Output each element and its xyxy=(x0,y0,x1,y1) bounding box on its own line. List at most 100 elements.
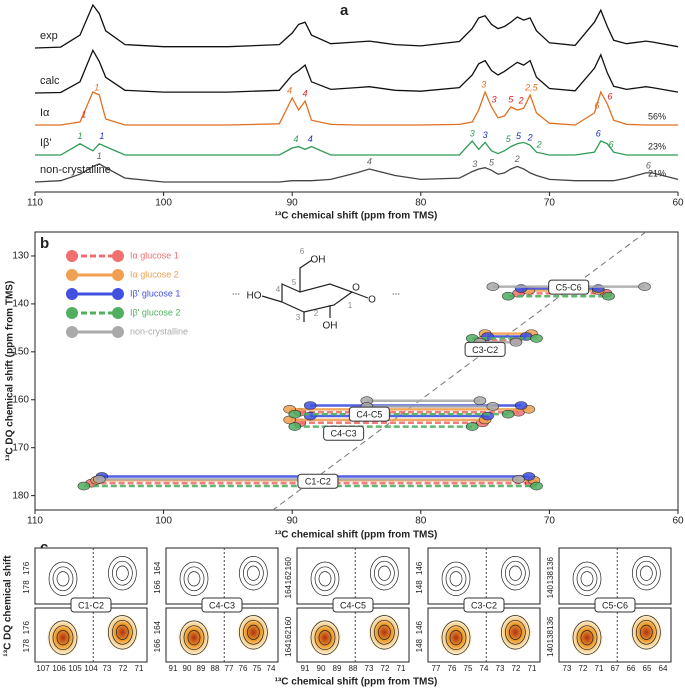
contour xyxy=(572,620,602,655)
peak-label: 6 xyxy=(594,100,599,110)
intensity-blob xyxy=(499,614,532,651)
subplot-frame xyxy=(165,547,279,605)
cross-peak xyxy=(509,337,523,347)
contour xyxy=(314,566,336,592)
share-label: 56% xyxy=(648,111,666,121)
contour xyxy=(187,571,201,587)
cross-peak xyxy=(501,291,515,301)
x-tick-label: 88 xyxy=(349,664,358,673)
y-tick-label: 160 xyxy=(284,616,293,630)
contour xyxy=(378,565,391,581)
glucose-structure xyxy=(261,259,369,322)
y-tick-label: 164 xyxy=(153,561,162,575)
legend-dot xyxy=(66,326,78,338)
structure-label: 4 xyxy=(276,285,281,294)
label-box xyxy=(70,597,112,613)
subplot-frame xyxy=(296,547,410,605)
spectrum-line xyxy=(34,48,679,94)
y-tick-label: 176 xyxy=(22,561,31,575)
y-tick-label: 178 xyxy=(22,638,31,652)
intensity-blob xyxy=(309,619,341,656)
cross-peak xyxy=(530,481,543,491)
x-axis-title: ¹³C chemical shift (ppm from TMS) xyxy=(275,677,438,688)
contour xyxy=(501,556,530,591)
cross-peak xyxy=(638,282,651,291)
y-tick-label: 130 xyxy=(12,251,29,262)
intensity-blob xyxy=(106,614,139,651)
x-tick-label: 76 xyxy=(239,664,248,673)
contour xyxy=(576,566,598,592)
contour xyxy=(56,571,70,587)
plot-frame xyxy=(34,231,679,511)
legend-dot xyxy=(112,288,124,300)
contour xyxy=(632,615,661,650)
contour xyxy=(108,615,137,650)
cross-peak xyxy=(465,422,479,431)
structure-label: 2 xyxy=(314,309,319,318)
legend-label: Iβ' glucose 1 xyxy=(130,288,180,298)
cross-peak xyxy=(514,401,528,410)
contour xyxy=(640,624,653,640)
contour xyxy=(183,566,205,592)
correlation-label: C5-C6 xyxy=(556,282,582,292)
contour xyxy=(318,571,332,587)
cross-peak xyxy=(486,402,500,411)
label-box xyxy=(348,406,390,422)
x-tick-label: 76 xyxy=(448,664,457,673)
structure-label: OH xyxy=(311,255,326,266)
y-tick-label: 162 xyxy=(284,629,293,643)
label-box xyxy=(594,597,636,613)
peak-label: 3 xyxy=(472,159,477,169)
legend-dot xyxy=(66,250,78,262)
peak-label: 2 xyxy=(527,133,533,143)
x-tick-label: 64 xyxy=(659,664,668,673)
x-tick-label: 89 xyxy=(333,664,342,673)
y-tick-label: 146 xyxy=(415,561,424,575)
x-tick-label: 80 xyxy=(415,516,427,527)
contour xyxy=(116,565,129,581)
contour xyxy=(247,624,260,640)
peak-label: 5 xyxy=(516,131,522,141)
y-axis-title: ¹³C DQ chemical shift (ppm from TMS) xyxy=(5,281,16,462)
y-tick-label: 150 xyxy=(12,346,29,357)
intensity-blob xyxy=(368,614,401,651)
series-label: exp xyxy=(40,30,58,42)
structure-label: O xyxy=(352,283,360,294)
contour xyxy=(580,571,594,587)
contour xyxy=(501,615,530,650)
spectrum-line xyxy=(34,163,679,183)
x-tick-label: 70 xyxy=(544,198,556,209)
x-tick-label: 65 xyxy=(643,664,652,673)
contour xyxy=(239,615,268,650)
peak-label: 5 xyxy=(489,158,495,168)
contour xyxy=(314,625,336,651)
share-label: 23% xyxy=(648,141,666,151)
contour xyxy=(441,620,471,655)
structure-label: 1 xyxy=(348,301,353,310)
structure-label: 6 xyxy=(300,247,305,256)
contour xyxy=(179,620,209,655)
x-axis-title: ¹³C chemical shift (ppm from TMS) xyxy=(275,211,438,222)
y-axis-title: ¹³C DQ chemical shift xyxy=(3,555,14,657)
contour xyxy=(310,620,340,655)
contour xyxy=(636,619,657,645)
contour xyxy=(636,560,657,586)
x-tick-label: 71 xyxy=(135,664,144,673)
subplot-frame xyxy=(427,547,541,605)
x-tick-label: 72 xyxy=(119,664,128,673)
y-tick-label: 166 xyxy=(153,580,162,594)
contour xyxy=(48,620,78,655)
structure-label: ... xyxy=(392,287,400,298)
x-tick-label: 91 xyxy=(301,664,310,673)
intensity-blob xyxy=(237,614,270,651)
contour xyxy=(378,624,391,640)
y-tick-label: 140 xyxy=(12,299,29,310)
cross-peak xyxy=(288,422,302,431)
x-tick-label: 90 xyxy=(287,516,299,527)
x-tick-label: 77 xyxy=(225,664,234,673)
contour xyxy=(239,556,268,591)
cross-peak xyxy=(288,409,302,419)
contour xyxy=(116,624,129,640)
x-tick-label: 72 xyxy=(512,664,521,673)
